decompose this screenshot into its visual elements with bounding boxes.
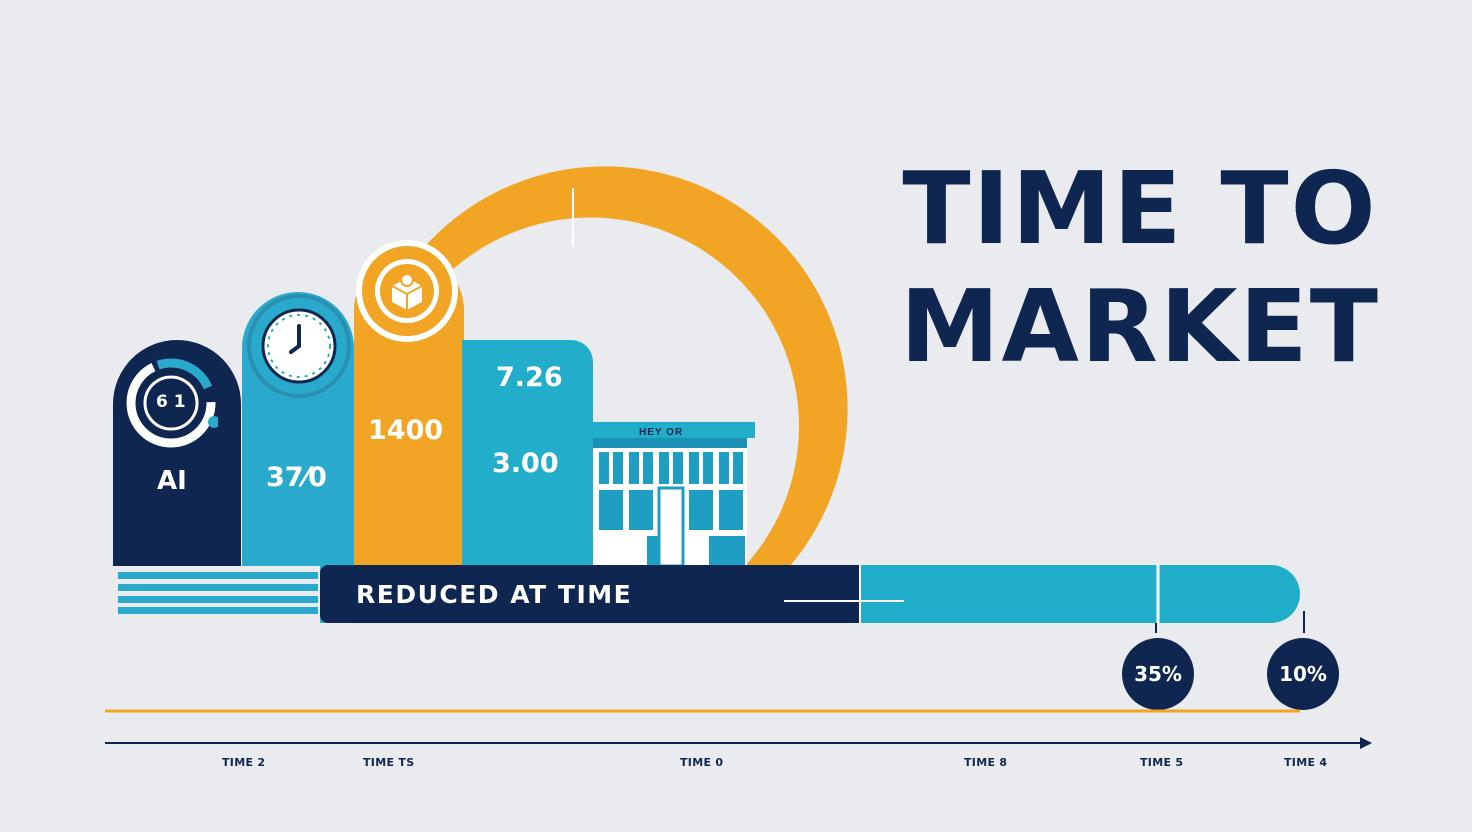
building-sign: HEY OR [639, 427, 684, 438]
headline-line-2: MARKET [900, 268, 1380, 385]
storefront-icon: HEY OR [585, 418, 755, 568]
tick-label: TIME 2 [222, 756, 266, 769]
bar-4-label: 3.00 [492, 448, 559, 479]
timeline-dividers [784, 565, 1305, 633]
timeline-bar-dark [320, 565, 860, 623]
box-icon [356, 240, 458, 342]
gauge-icon: 6 1 [124, 356, 218, 450]
tick-label: TIME 0 [680, 756, 724, 769]
timeline-label: REDUCED AT TIME [356, 580, 633, 609]
tick-label: TIME TS [363, 756, 415, 769]
tick-label: TIME 8 [964, 756, 1008, 769]
clock-icon [247, 294, 351, 398]
headline: TIME TO MARKET [860, 150, 1420, 386]
bar-3-label: 1400 [368, 415, 444, 446]
stripes-decoration [118, 572, 318, 614]
bar-4: 7.26 3.00 [462, 340, 593, 566]
tick-label: TIME 4 [1284, 756, 1328, 769]
marker-10-percent: 10% [1267, 638, 1339, 710]
marker-35-percent: 35% [1122, 638, 1194, 710]
tick-label: TIME 5 [1140, 756, 1184, 769]
headline-line-1: TIME TO [902, 150, 1378, 267]
bar-2-label: 37⁄0 [266, 462, 327, 493]
gauge-icon-text: 6 1 [156, 392, 186, 412]
bar-ai-label: AI [157, 466, 187, 496]
bar-4-label-top: 7.26 [496, 362, 563, 393]
